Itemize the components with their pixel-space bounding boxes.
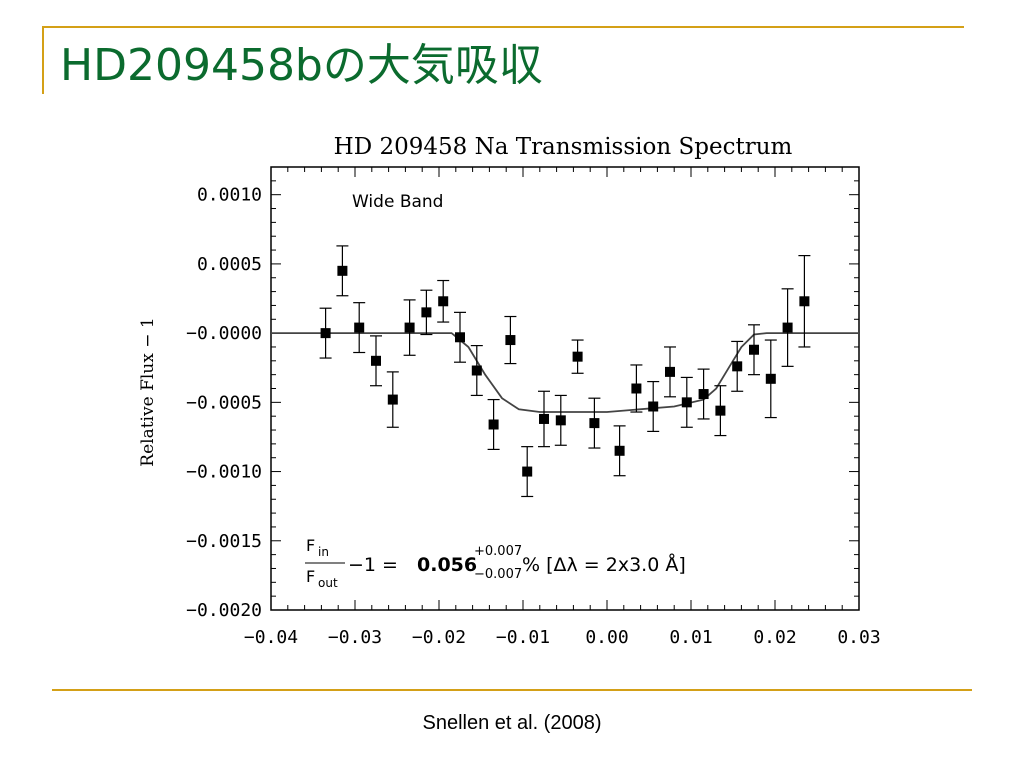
data-point [555, 415, 566, 426]
y-tick-label: 0.0005 [197, 254, 262, 275]
title-frame-left-line [42, 26, 44, 94]
data-point [715, 405, 726, 416]
chart-figure: HD 209458 Na Transmission Spectrum Relat… [138, 134, 881, 648]
data-point [404, 322, 415, 333]
slide-caption: Snellen et al. (2008) [422, 712, 602, 734]
data-point [488, 419, 499, 430]
svg-text:F: F [306, 536, 315, 555]
x-tick-label: −0.01 [496, 627, 550, 648]
data-point [522, 466, 533, 477]
x-tick-labels: −0.04 −0.03 −0.02 −0.01 0.00 0.01 0.02 0.03 [244, 627, 881, 648]
y-tick-label: −0.0020 [186, 600, 262, 621]
data-point [681, 397, 692, 408]
y-tick-label: 0.0010 [197, 185, 262, 206]
data-point [732, 361, 743, 372]
data-point [505, 335, 516, 346]
formula-denominator: F [306, 567, 315, 586]
data-points [319, 245, 811, 498]
x-tick-label: 0.03 [837, 627, 880, 648]
data-point [698, 389, 709, 400]
y-axis-label: Relative Flux − 1 [138, 317, 158, 466]
x-tick-label: 0.01 [669, 627, 712, 648]
data-point [799, 296, 810, 307]
y-tick-label: −0.0015 [186, 531, 262, 552]
formula-plus-error: +0.007 [474, 544, 522, 559]
formula-numerator-sub: in [318, 545, 329, 559]
x-tick-label: −0.03 [328, 627, 382, 648]
data-point [421, 307, 432, 318]
data-point [337, 265, 348, 276]
data-point [589, 418, 600, 429]
formula-suffix: % [Δλ = 2x3.0 Å] [522, 553, 686, 576]
wide-band-annotation: Wide Band [352, 192, 443, 212]
data-point [782, 322, 793, 333]
chart-title: HD 209458 Na Transmission Spectrum [334, 134, 793, 160]
data-point [371, 355, 381, 366]
data-point [765, 373, 776, 384]
data-point [471, 365, 482, 376]
data-point [665, 366, 675, 377]
x-tick-label: 0.00 [585, 627, 628, 648]
data-point [539, 413, 549, 424]
y-tick-label: −0.0005 [186, 392, 262, 413]
formula-denominator-sub: out [318, 576, 338, 590]
x-tick-label: 0.02 [753, 627, 796, 648]
data-point [354, 322, 365, 333]
data-point [749, 344, 759, 355]
data-point [455, 332, 465, 343]
title-frame-top-line [42, 26, 964, 28]
formula-middle: −1 = [348, 554, 398, 576]
formula-minus-error: −0.007 [474, 567, 522, 582]
axis-ticks [270, 166, 860, 611]
y-tick-labels: 0.0010 0.0005 −0.0000 −0.0005 −0.0010 −0.0015… [186, 185, 262, 621]
data-point [572, 351, 583, 362]
formula-value: 0.056 [417, 554, 477, 576]
data-point [320, 328, 331, 339]
y-tick-label: −0.0000 [186, 323, 262, 344]
data-point [387, 394, 398, 405]
x-tick-label: −0.02 [412, 627, 466, 648]
data-point [438, 296, 449, 307]
footer-line [52, 689, 972, 691]
data-point [614, 445, 625, 456]
y-tick-label: −0.0010 [186, 462, 262, 483]
formula-numerator: F [306, 536, 315, 555]
slide-title: HD209458bの大気吸収 [60, 40, 543, 91]
formula-annotation: F in F out −1 = 0.056 +0.007 −0.007 % [Δ… [305, 536, 686, 590]
data-point [648, 401, 659, 412]
x-tick-label: −0.04 [244, 627, 298, 648]
data-point [631, 383, 642, 394]
